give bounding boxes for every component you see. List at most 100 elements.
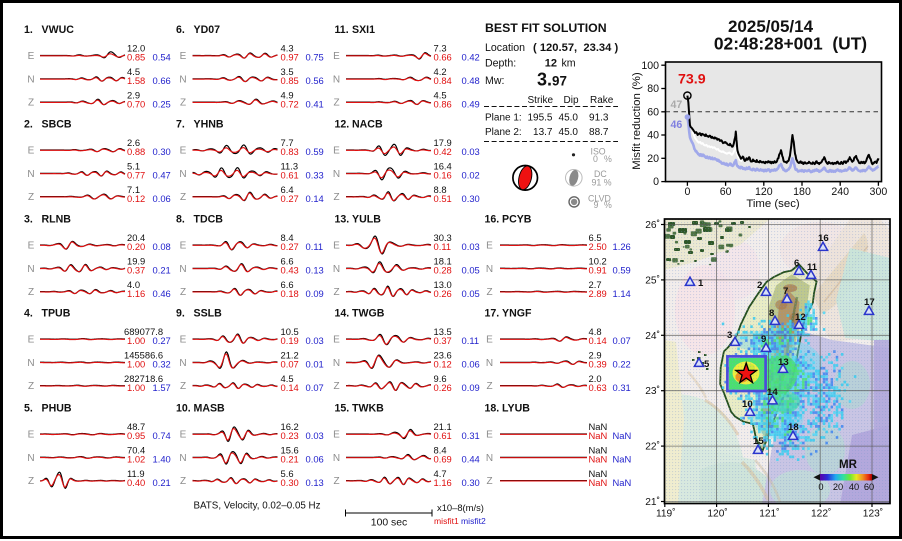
svg-text:18.1: 18.1	[434, 256, 452, 267]
svg-text:E: E	[180, 430, 187, 441]
svg-text:17: 17	[864, 297, 875, 308]
svg-text:100: 100	[641, 60, 659, 72]
svg-text:NaN: NaN	[589, 430, 608, 441]
svg-text:NaN: NaN	[613, 477, 632, 488]
svg-text:Z: Z	[333, 381, 339, 392]
svg-text:NaN: NaN	[589, 421, 608, 432]
svg-text:8.4: 8.4	[281, 232, 294, 243]
svg-text:0.07: 0.07	[306, 382, 324, 393]
svg-text:NaN: NaN	[589, 468, 608, 479]
svg-text:0.05: 0.05	[462, 265, 480, 276]
svg-text:0.42: 0.42	[462, 52, 480, 63]
svg-text:45.0: 45.0	[559, 113, 579, 124]
svg-text:Location: Location	[485, 42, 525, 54]
svg-text:4.5: 4.5	[434, 89, 447, 100]
svg-text:0.31: 0.31	[462, 430, 480, 441]
svg-text:E: E	[333, 241, 340, 252]
svg-text:0.44: 0.44	[462, 454, 480, 465]
svg-text:E: E	[333, 335, 340, 346]
svg-text:91 %: 91 %	[592, 177, 612, 187]
svg-text:2.6: 2.6	[127, 137, 140, 148]
svg-text:11: 11	[807, 262, 818, 273]
svg-text:VWUC: VWUC	[42, 24, 75, 36]
svg-text:3: 3	[727, 330, 732, 341]
svg-text:0.18: 0.18	[281, 288, 299, 299]
svg-text:0.06: 0.06	[462, 359, 480, 370]
svg-text:DC: DC	[594, 169, 607, 179]
svg-text:73.9: 73.9	[678, 72, 706, 88]
svg-text:SXI1: SXI1	[352, 24, 375, 36]
svg-text:3.: 3.	[24, 214, 33, 226]
svg-text:0.91: 0.91	[589, 265, 607, 276]
svg-text:Misfit reduction (%): Misfit reduction (%)	[631, 72, 643, 170]
svg-text:Z: Z	[486, 287, 492, 298]
svg-text:30.3: 30.3	[434, 232, 452, 243]
svg-text:1.00: 1.00	[127, 359, 145, 370]
svg-text:80: 80	[647, 83, 659, 95]
svg-text:21.1: 21.1	[434, 421, 452, 432]
svg-text:0.40: 0.40	[127, 477, 145, 488]
svg-text:YD07: YD07	[194, 24, 221, 36]
svg-text:2.9: 2.9	[589, 350, 602, 361]
svg-text:Strike: Strike	[528, 95, 554, 106]
svg-text:Z: Z	[180, 381, 186, 392]
svg-text:Z: Z	[333, 98, 339, 109]
svg-text:120˚: 120˚	[707, 508, 727, 520]
svg-text:0.21: 0.21	[153, 265, 171, 276]
svg-text:0.66: 0.66	[434, 52, 452, 63]
svg-text:70.4: 70.4	[127, 445, 145, 456]
svg-text:N: N	[486, 358, 493, 369]
svg-text:N: N	[27, 453, 34, 464]
svg-text:9.6: 9.6	[434, 373, 447, 384]
svg-text:NaN: NaN	[589, 445, 608, 456]
svg-text:1.26: 1.26	[613, 241, 631, 252]
svg-text:26˚: 26˚	[645, 219, 660, 231]
svg-text:0.30: 0.30	[462, 477, 480, 488]
svg-text:0.12: 0.12	[127, 193, 145, 204]
svg-text:6.: 6.	[176, 24, 185, 36]
svg-text:0.14: 0.14	[306, 193, 324, 204]
svg-text:Z: Z	[28, 192, 34, 203]
svg-text:11.3: 11.3	[281, 161, 299, 172]
svg-text:x10–8(m/s): x10–8(m/s)	[437, 502, 484, 513]
svg-text:N: N	[179, 74, 186, 85]
svg-text:1.16: 1.16	[434, 477, 452, 488]
svg-text:0.16: 0.16	[434, 170, 452, 181]
svg-text:22˚: 22˚	[645, 441, 660, 453]
svg-text:N: N	[486, 264, 493, 275]
svg-text:N: N	[179, 453, 186, 464]
svg-text:0.11: 0.11	[434, 241, 452, 252]
svg-text:0.86: 0.86	[434, 98, 452, 109]
svg-text:Z: Z	[28, 287, 34, 298]
svg-text:12: 12	[545, 58, 557, 70]
svg-text:10.2: 10.2	[589, 256, 607, 267]
svg-text:0.61: 0.61	[434, 430, 452, 441]
svg-text:8.8: 8.8	[434, 184, 447, 195]
svg-text:0.28: 0.28	[434, 265, 452, 276]
svg-text:1.40: 1.40	[153, 454, 171, 465]
svg-text:E: E	[180, 51, 187, 62]
svg-text:0.21: 0.21	[153, 477, 171, 488]
svg-text:N: N	[333, 74, 340, 85]
svg-text:0.14: 0.14	[281, 382, 299, 393]
svg-text:8.: 8.	[176, 214, 185, 226]
svg-text:Z: Z	[180, 192, 186, 203]
svg-text:13: 13	[778, 357, 789, 368]
svg-text:10.5: 10.5	[281, 326, 299, 337]
svg-text:0.77: 0.77	[127, 170, 145, 181]
svg-text:9: 9	[594, 200, 599, 210]
svg-text:0.33: 0.33	[306, 170, 324, 181]
svg-text:40: 40	[647, 130, 659, 142]
svg-text:Z: Z	[28, 98, 34, 109]
svg-text:119˚: 119˚	[656, 508, 676, 520]
svg-text:7.7: 7.7	[281, 137, 294, 148]
svg-text:0.41: 0.41	[306, 98, 324, 109]
svg-text:122˚: 122˚	[811, 508, 831, 520]
svg-text:4.9: 4.9	[281, 89, 294, 100]
svg-text:8.4: 8.4	[434, 445, 447, 456]
svg-text:0.07: 0.07	[281, 359, 299, 370]
svg-text:0.69: 0.69	[434, 454, 452, 465]
svg-text:0.49: 0.49	[462, 98, 480, 109]
svg-text:0.39: 0.39	[589, 359, 607, 370]
svg-text:%: %	[604, 154, 612, 164]
